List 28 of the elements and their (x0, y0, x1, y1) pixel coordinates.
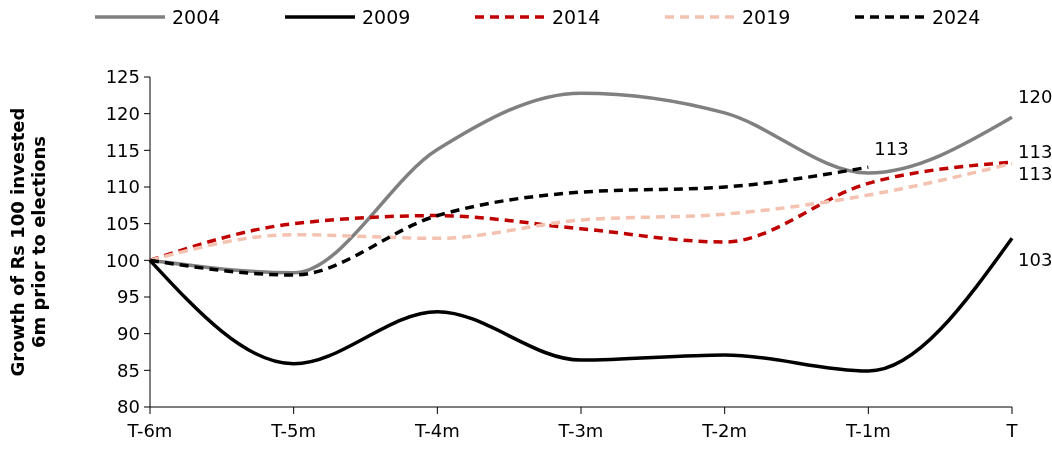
y-tick-label: 80 (117, 396, 140, 418)
y-tick-label: 115 (105, 139, 140, 161)
x-tick-label: T-1m (844, 420, 891, 441)
legend-label: 2014 (552, 6, 601, 28)
y-tick-label: 85 (117, 359, 140, 381)
y-tick-label: 105 (105, 212, 140, 234)
y-tick-label: 100 (105, 249, 140, 271)
x-tick-label: T (1005, 420, 1019, 441)
x-tick-label: T-2m (701, 420, 748, 441)
x-tick-label: T-5m (270, 420, 317, 441)
legend-label: 2009 (362, 6, 411, 28)
y-tick-label: 110 (105, 176, 140, 198)
x-tick-label: T-4m (413, 420, 460, 441)
y-tick-label: 125 (105, 66, 140, 88)
y-tick-label: 120 (105, 102, 140, 124)
data-label: 113 (1018, 141, 1052, 163)
data-label: 103 (1018, 249, 1052, 271)
legend-label: 2019 (742, 6, 791, 28)
y-axis-title: Growth of Rs 100 invested 6m prior to elections (6, 107, 50, 377)
x-tick-label: T-3m (557, 420, 604, 441)
data-label: 120 (1018, 86, 1052, 108)
y-tick-label: 95 (117, 286, 140, 308)
legend-label: 2004 (172, 6, 221, 28)
data-label: 113 (1018, 163, 1052, 185)
x-tick-label: T-6m (126, 420, 173, 441)
legend-label: 2024 (932, 6, 981, 28)
data-label: 113 (874, 138, 909, 160)
y-tick-label: 90 (117, 322, 140, 344)
